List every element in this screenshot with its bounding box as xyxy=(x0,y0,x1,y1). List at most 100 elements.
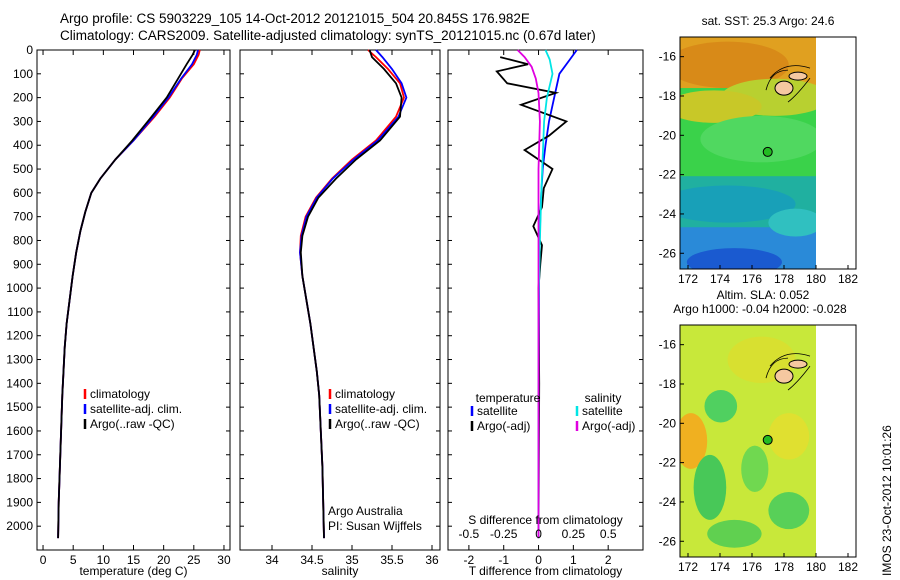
x-tick-label: 35 xyxy=(345,553,359,567)
legend-entry: climatology xyxy=(90,387,150,401)
x2-tick-label: -0.25 xyxy=(490,527,518,541)
legend-entry: Argo(-adj) xyxy=(582,419,635,433)
timestamp-stamp: IMOS 23-Oct-2012 10:01:26 xyxy=(880,425,894,576)
contour-line xyxy=(787,77,811,103)
y-tick-label: 200 xyxy=(13,91,33,105)
y-tick-label: 1200 xyxy=(6,329,33,343)
y-tick-label: 1300 xyxy=(6,353,33,367)
x-tick-label: 174 xyxy=(710,560,730,574)
y-tick-label: 500 xyxy=(13,162,33,176)
y-tick-label: 900 xyxy=(13,257,33,271)
x-tick-label: -1 xyxy=(498,553,509,567)
series-line-1 xyxy=(57,49,201,539)
argo-location-marker xyxy=(762,434,773,445)
legend-entry: satellite xyxy=(582,404,623,418)
y-tick-label: 800 xyxy=(13,233,33,247)
x-tick-label: 180 xyxy=(806,560,826,574)
y-tick-label: 100 xyxy=(13,67,33,81)
contour-line xyxy=(765,357,789,379)
y-tick-label: 600 xyxy=(13,186,33,200)
map-field-2 xyxy=(680,325,816,557)
x-tick-label: 10 xyxy=(97,553,111,567)
series-line-3 xyxy=(299,49,403,539)
y-tick-label: -26 xyxy=(659,534,677,548)
x-axis-label: T difference from climatology xyxy=(469,564,623,578)
y-tick-label: 1100 xyxy=(7,305,33,319)
x-tick-label: 0 xyxy=(40,553,47,567)
x-tick-label: 35.5 xyxy=(380,553,404,567)
series-line-2 xyxy=(495,56,569,539)
x-tick-label: 176 xyxy=(742,560,762,574)
legend-entry: satellite xyxy=(477,404,518,418)
x-tick-label: 172 xyxy=(678,560,698,574)
x-tick-label: 182 xyxy=(838,272,858,286)
y-tick-label: 1500 xyxy=(6,400,33,414)
x-tick-label: 1 xyxy=(570,553,577,567)
x-tick-label: 5 xyxy=(70,553,77,567)
legend-entry: satellite-adj. clim. xyxy=(90,402,182,416)
y-tick-label: -18 xyxy=(659,377,677,391)
map-frame-2 xyxy=(679,324,857,558)
y-tick-label: -24 xyxy=(659,207,677,221)
map-title-line1: Altim. SLA: 0.052 xyxy=(717,288,810,302)
y-tick-label: -20 xyxy=(659,128,677,142)
y-tick-label: 1700 xyxy=(6,448,33,462)
y-tick-label: 2000 xyxy=(6,519,33,533)
y-tick-label: -26 xyxy=(659,246,677,260)
x-tick-label: 34 xyxy=(265,553,279,567)
annotation-line: Argo Australia xyxy=(328,504,403,518)
x-tick-label: 0 xyxy=(535,553,542,567)
x-tick-label: 178 xyxy=(774,272,794,286)
legend-header: salinity xyxy=(585,391,622,405)
plot-frame-3 xyxy=(447,49,644,551)
plot-frame-2 xyxy=(239,49,441,551)
x-tick-label: 20 xyxy=(157,553,171,567)
legend-entry: Argo(..raw -QC) xyxy=(335,417,420,431)
contour-line xyxy=(769,353,811,367)
y-tick-label: 1000 xyxy=(6,281,33,295)
island-shape xyxy=(788,359,808,369)
annotation-line: PI: Susan Wijffels xyxy=(328,519,422,533)
y-tick-label: 1900 xyxy=(6,495,33,509)
x2-axis-label: S difference from climatology xyxy=(468,513,623,527)
y-tick-label: 300 xyxy=(13,114,33,128)
island-shape xyxy=(774,368,794,384)
y-tick-label: -22 xyxy=(659,168,677,182)
contour-line xyxy=(769,65,811,79)
legend-entry: Argo(..raw -QC) xyxy=(90,417,175,431)
y-tick-label: -22 xyxy=(659,456,677,470)
x2-tick-label: 0.25 xyxy=(562,527,586,541)
x2-tick-label: 0 xyxy=(535,527,542,541)
y-tick-label: 700 xyxy=(13,210,33,224)
legend-entry: satellite-adj. clim. xyxy=(335,402,427,416)
x-tick-label: 182 xyxy=(838,560,858,574)
chart-title-line1: Argo profile: CS 5903229_105 14-Oct-2012… xyxy=(60,11,530,26)
series-line-3 xyxy=(57,49,196,539)
x-tick-label: 176 xyxy=(742,272,762,286)
y-tick-label: -24 xyxy=(659,495,677,509)
map-field-1 xyxy=(680,37,816,269)
legend-entry: climatology xyxy=(335,387,395,401)
island-shape xyxy=(788,71,808,81)
contour-line xyxy=(765,69,789,91)
y-tick-label: -20 xyxy=(659,416,677,430)
x-tick-label: 36 xyxy=(425,553,439,567)
x-tick-label: 34.5 xyxy=(300,553,324,567)
x-axis-label: salinity xyxy=(322,564,359,578)
x2-tick-label: 0.5 xyxy=(600,527,617,541)
x-axis-label: temperature (deg C) xyxy=(79,564,187,578)
series-line-1 xyxy=(299,49,405,539)
island-shape xyxy=(774,80,794,96)
timestamp-text: IMOS 23-Oct-2012 10:01:26 xyxy=(880,425,894,576)
y-tick-label: 1400 xyxy=(6,376,33,390)
series-line-4 xyxy=(516,49,541,539)
x-tick-label: 174 xyxy=(710,272,730,286)
contour-line xyxy=(787,365,811,391)
legend-entry: Argo(-adj) xyxy=(477,419,530,433)
y-tick-label: 400 xyxy=(13,138,33,152)
legend-header: temperature xyxy=(476,391,541,405)
chart-title-line2: Climatology: CARS2009. Satellite-adjuste… xyxy=(60,28,596,43)
y-tick-label: 0 xyxy=(26,43,33,57)
x-tick-label: 30 xyxy=(217,553,231,567)
